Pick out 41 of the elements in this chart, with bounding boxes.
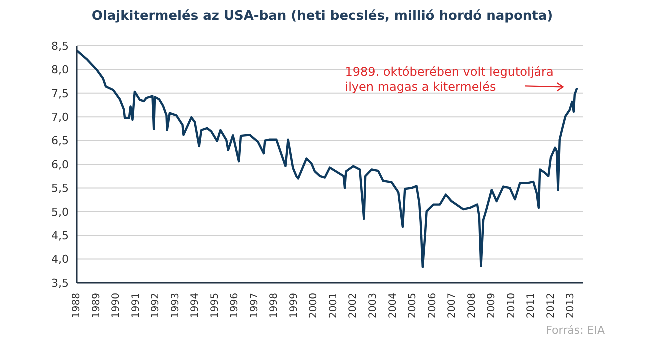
x-tick-label: 1998 (269, 293, 280, 318)
x-tick-label: 2006 (427, 293, 438, 318)
x-tick-label: 2001 (328, 293, 340, 318)
x-tick-label: 1996 (230, 293, 241, 318)
line-series (77, 50, 578, 268)
x-tick-label: 2011 (526, 293, 538, 318)
x-tick-label: 2013 (566, 293, 577, 318)
x-tick-label: 1997 (249, 293, 260, 318)
y-tick-label: 6,5 (52, 134, 69, 148)
x-tick-label: 2009 (486, 293, 498, 318)
y-tick-label: 3,5 (52, 276, 69, 290)
text: Forrás: EIA (546, 324, 605, 337)
x-tick-label: 2002 (348, 293, 360, 318)
y-tick-label: 7,0 (52, 111, 69, 124)
x-tick-label: 1991 (130, 293, 142, 318)
x-tick-label: 2004 (388, 293, 399, 318)
x-tick-label: 2000 (308, 293, 320, 318)
x-tick-label: 2007 (447, 293, 458, 318)
x-tick-label: 1993 (170, 293, 182, 318)
y-tick-label: 4,0 (52, 253, 69, 266)
x-tick-label: 1999 (288, 293, 300, 318)
x-tick-label: 1988 (72, 293, 82, 318)
y-tick-label: 4,5 (52, 230, 69, 243)
chart-title: Olajkitermelés az USA-ban (heti becslés, millió hordó naponta) (90, 9, 554, 24)
x-tick-label: 1992 (150, 293, 162, 318)
y-tick-label: 5,5 (52, 182, 69, 196)
y-tick-label: 6,0 (52, 158, 69, 172)
y-tick-label: 7,5 (52, 87, 69, 100)
y-tick-label: 8,0 (52, 64, 69, 77)
x-tick-label: 2010 (506, 293, 518, 318)
y-tick-label: 8,5 (52, 40, 69, 53)
x-tick-label: 2005 (408, 293, 419, 318)
annotation: 1989. októberében volt legutoljára ilyen magas a kitermelés (345, 65, 554, 94)
x-tick-label: 2012 (546, 293, 557, 318)
y-tick-label: 5,0 (52, 206, 69, 219)
x-tick-label: 2003 (368, 293, 379, 318)
x-tick-label: 1989 (91, 293, 102, 318)
x-tick-label: 2008 (466, 293, 478, 318)
x-tick-label: 1990 (111, 293, 122, 318)
x-tick-label: 1994 (190, 293, 202, 318)
x-tick-label: 1995 (210, 293, 221, 318)
